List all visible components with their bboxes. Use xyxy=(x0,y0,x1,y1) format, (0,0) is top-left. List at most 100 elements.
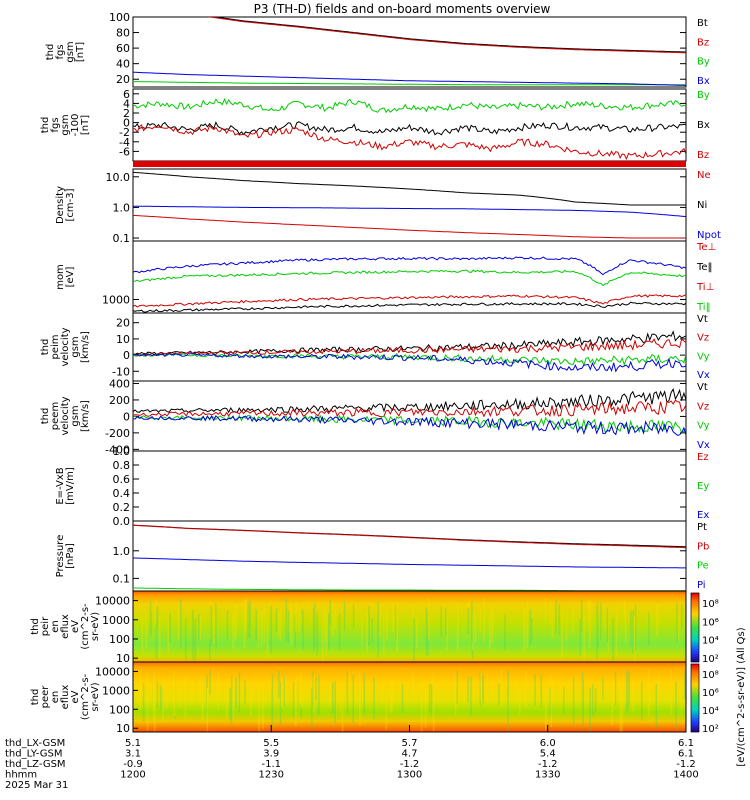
series-line-density-0 xyxy=(133,171,686,206)
y-axis-label: thd peer en eflux eV (cm^2-s-sr-eV) xyxy=(30,673,101,720)
plot-frame xyxy=(132,168,687,242)
y-tick-label: -200 xyxy=(105,427,130,440)
y-tick-label: 10000 xyxy=(95,595,130,608)
y-axis-label: thd fgs gsm -100 [nT] xyxy=(40,114,91,137)
y-tick-label: 100 xyxy=(109,703,130,716)
legend-label: Vz xyxy=(697,333,709,344)
series-line-density-1 xyxy=(133,205,686,218)
y-tick-label: 1000 xyxy=(102,684,130,697)
panel-electron_velocity: 400 200 0 -200 -400 Vt Vz Vy Vx thd peem velocity gs… xyxy=(40,377,710,456)
y-tick-label: -10 xyxy=(112,365,130,378)
y-axis-label: thd peem velocity gsm [km/s] xyxy=(40,396,91,435)
panel-electron_spectrogram: 10000 1000 100 10 10⁸ 10⁶ 10⁴ 10² thd peer en eflux… xyxy=(30,661,719,735)
y-tick-label: -2 xyxy=(119,126,130,139)
panel-temperature: 1000 Te⊥ Te‖ Ti⊥ Ti‖ mom [eV] xyxy=(55,240,716,314)
panel-fgs_total: 100 80 60 40 20 Bt Bz By Bx thd fgs gsm [nT] xyxy=(45,11,710,88)
legend-label: Ne xyxy=(697,170,711,181)
series-line-ion_velocity-3 xyxy=(133,353,686,373)
x-axis-value: 3.1 xyxy=(125,749,141,760)
legend-label: Te⊥ xyxy=(696,242,716,253)
series-line-pressure-1 xyxy=(133,524,686,549)
x-axis-value: 1300 xyxy=(397,770,422,781)
y-axis-label-line: thd xyxy=(40,408,51,425)
y-axis-label-line: (cm^2-s- xyxy=(80,673,91,720)
x-axis-date: 2025 Mar 31 xyxy=(5,780,68,791)
y-tick-label: 40 xyxy=(116,58,130,71)
y-axis-label-line: eflux xyxy=(60,614,71,639)
y-tick-label: -4 xyxy=(119,136,130,149)
y-axis-label-line: [nT] xyxy=(75,42,86,62)
y-axis-label-line: gsm xyxy=(70,405,81,426)
y-tick-label: 4 xyxy=(123,97,130,110)
y-tick-label: 2 xyxy=(123,107,130,120)
legend-label: Pe xyxy=(697,561,709,572)
x-axis-value: 6.0 xyxy=(540,738,556,749)
y-axis-label-line: eflux xyxy=(60,685,71,710)
y-tick-label: 1000 xyxy=(102,293,130,306)
legend-label: Vx xyxy=(697,370,710,381)
series-line-temperature-2 xyxy=(133,294,686,308)
x-axis-row-label: thd_LY-GSM xyxy=(5,749,62,760)
legend-label: Pi xyxy=(697,580,706,591)
x-axis-value: -1.2 xyxy=(676,759,696,770)
y-tick-label: 10000 xyxy=(95,665,130,678)
legend-label: Bz xyxy=(697,150,709,161)
y-axis-label-line: [km/s] xyxy=(80,400,91,432)
legend-label: Vt xyxy=(697,382,708,393)
x-axis-value: -1.2 xyxy=(400,759,420,770)
x-axis-row-label: thd_LX-GSM xyxy=(5,738,65,749)
x-axis-value: -0.9 xyxy=(123,759,143,770)
y-tick-label: 100 xyxy=(109,633,130,646)
legend-label: Ez xyxy=(697,452,709,463)
x-axis-row-label: hhmm xyxy=(5,770,37,781)
legend-label: Bt xyxy=(697,18,708,29)
legend-label: Bx xyxy=(697,76,710,87)
panel-density: 10.0 1.0 0.1 Ne Ni Npot Density [cm-3] xyxy=(55,168,721,245)
y-axis-label-line: [nPa] xyxy=(65,543,76,569)
colorbar-label: [eV/(cm^2-s-sr-eV)] (All Qs) xyxy=(736,627,747,766)
legend-label: Ex xyxy=(697,510,709,521)
spectrogram-image xyxy=(133,591,686,662)
colorbar-tick-label: 10² xyxy=(702,724,719,735)
plot-frame xyxy=(132,240,687,314)
y-tick-label: 200 xyxy=(109,394,130,407)
legend-label: Vt xyxy=(697,314,708,325)
legend-label: Vz xyxy=(697,401,709,412)
mode-bar xyxy=(133,161,686,167)
colorbar-tick-label: 10⁸ xyxy=(702,670,719,681)
y-tick-label: 0.0 xyxy=(113,515,131,528)
y-axis-label: E=-VxB [mV/m] xyxy=(55,467,76,505)
series-line-temperature-0 xyxy=(133,256,686,276)
y-axis-label-line: peem xyxy=(50,402,61,430)
y-axis-label-line: peer xyxy=(40,685,51,709)
x-axis-value: 6.1 xyxy=(678,749,694,760)
y-tick-label: 10 xyxy=(116,652,130,665)
y-axis-label-line: eV xyxy=(70,620,81,633)
x-axis-value: -1.1 xyxy=(261,759,281,770)
y-tick-label: 1000 xyxy=(102,614,130,627)
legend-label: Vy xyxy=(697,351,710,362)
y-tick-label: 0.4 xyxy=(113,487,131,500)
y-tick-label: 0.2 xyxy=(113,501,131,514)
x-axis-value: 1330 xyxy=(535,770,560,781)
y-tick-label: 0 xyxy=(123,349,130,362)
y-tick-label: -6 xyxy=(119,145,130,158)
colorbar-tick-label: 10⁶ xyxy=(702,617,719,628)
plot-frame xyxy=(132,520,687,592)
legend-label: Pt xyxy=(697,522,707,533)
figure-title: P3 (TH-D) fields and on-board moments ov… xyxy=(254,2,551,16)
plot-frame xyxy=(132,450,687,522)
y-tick-label: 1.0 xyxy=(113,201,131,214)
legend-label: Ey xyxy=(697,481,709,492)
series-line-electron_velocity-1 xyxy=(133,399,686,418)
panel-ion_spectrogram: 10000 1000 100 10 10⁸ 10⁶ 10⁴ 10² thd peir en eflux… xyxy=(30,590,719,665)
y-axis-label-line: fgs xyxy=(50,117,61,132)
y-axis-label-line: Pressure xyxy=(55,535,66,578)
y-axis-label: Density [cm-3] xyxy=(55,186,76,224)
x-axis-value: 6.1 xyxy=(678,738,694,749)
x-axis-value: 3.9 xyxy=(263,749,279,760)
y-axis-label-line: sr-eV) xyxy=(90,682,101,711)
plot-frame xyxy=(132,380,687,452)
y-axis-label: thd fgs gsm [nT] xyxy=(45,41,86,62)
y-axis-label-line: velocity xyxy=(60,327,71,366)
